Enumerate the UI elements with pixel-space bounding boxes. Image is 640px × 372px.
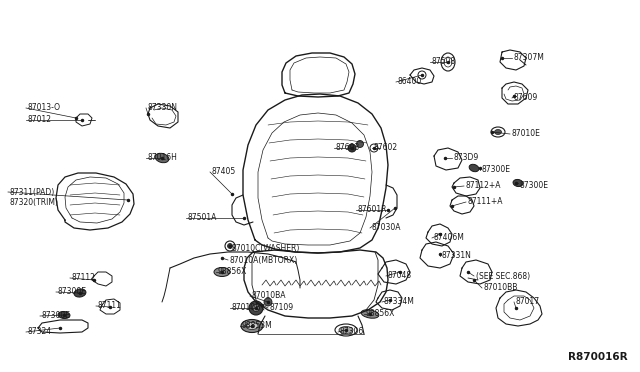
Ellipse shape — [214, 267, 230, 276]
Ellipse shape — [469, 164, 479, 172]
Ellipse shape — [241, 320, 263, 333]
Text: 87010A(MBTORX): 87010A(MBTORX) — [230, 256, 298, 264]
Ellipse shape — [246, 323, 258, 330]
Circle shape — [348, 144, 356, 152]
Ellipse shape — [495, 129, 502, 135]
Circle shape — [249, 301, 263, 315]
Text: 87307M: 87307M — [514, 54, 545, 62]
Text: 87109: 87109 — [270, 304, 294, 312]
Circle shape — [227, 244, 232, 248]
Ellipse shape — [513, 179, 523, 186]
Text: 98853M: 98853M — [242, 321, 273, 330]
Text: 87602: 87602 — [374, 144, 398, 153]
Text: 87017: 87017 — [516, 298, 540, 307]
Text: 87324: 87324 — [28, 327, 52, 337]
Text: 87603: 87603 — [336, 144, 360, 153]
Text: 87331N: 87331N — [442, 251, 472, 260]
Text: 87012: 87012 — [28, 115, 52, 125]
Text: 87010C(WASHER): 87010C(WASHER) — [232, 244, 300, 253]
Circle shape — [264, 298, 272, 306]
Text: 87010BA: 87010BA — [252, 292, 287, 301]
Text: 87112: 87112 — [72, 273, 96, 282]
Text: 87111: 87111 — [98, 301, 122, 311]
Text: 87300E: 87300E — [482, 166, 511, 174]
Text: 87330N: 87330N — [148, 103, 178, 112]
Text: 87334M: 87334M — [384, 298, 415, 307]
Text: 98856X: 98856X — [366, 310, 396, 318]
Text: 87306: 87306 — [340, 327, 364, 337]
Text: 98856X: 98856X — [218, 267, 248, 276]
Text: 87111+A: 87111+A — [468, 198, 504, 206]
Text: R870016R: R870016R — [568, 352, 628, 362]
Text: 87609: 87609 — [514, 93, 538, 103]
Text: 87320(TRIM): 87320(TRIM) — [10, 198, 59, 206]
Text: 87048: 87048 — [388, 272, 412, 280]
Text: 873D9: 873D9 — [454, 154, 479, 163]
Ellipse shape — [361, 310, 379, 318]
Text: 87406M: 87406M — [434, 234, 465, 243]
Text: 87311(PAD): 87311(PAD) — [10, 187, 55, 196]
Text: (SEE SEC.868): (SEE SEC.868) — [476, 272, 530, 280]
Text: 87300E: 87300E — [58, 288, 87, 296]
Text: 87601R: 87601R — [358, 205, 387, 215]
Text: 87300E: 87300E — [42, 311, 71, 321]
Text: 87300E: 87300E — [520, 182, 549, 190]
Text: 87501A: 87501A — [188, 214, 218, 222]
Ellipse shape — [74, 289, 86, 297]
Circle shape — [253, 305, 259, 311]
Text: 87030A: 87030A — [372, 224, 401, 232]
Text: 87508: 87508 — [432, 58, 456, 67]
Circle shape — [356, 141, 364, 148]
Text: 87013-O: 87013-O — [28, 103, 61, 112]
Text: 86400: 86400 — [398, 77, 422, 87]
Text: 87405: 87405 — [212, 167, 236, 176]
Text: 87010BB: 87010BB — [484, 283, 518, 292]
Ellipse shape — [58, 311, 70, 318]
Text: 87112+A: 87112+A — [466, 182, 502, 190]
Text: 87010B: 87010B — [232, 304, 261, 312]
Text: 87016H: 87016H — [148, 154, 178, 163]
Ellipse shape — [155, 153, 169, 163]
Text: 87010E: 87010E — [512, 129, 541, 138]
Ellipse shape — [339, 327, 353, 334]
